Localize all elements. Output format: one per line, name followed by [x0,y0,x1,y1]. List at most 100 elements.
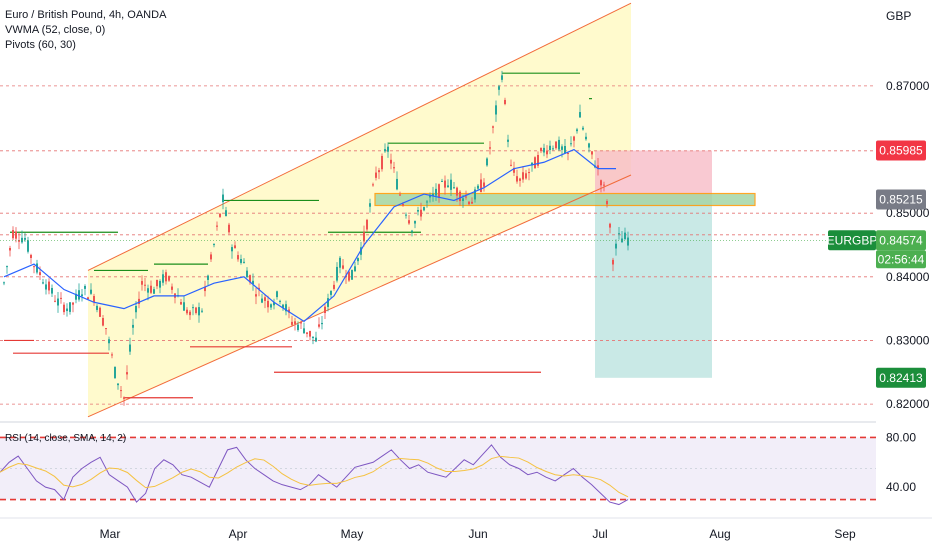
stop-loss-zone [595,150,712,200]
last-price-tag-bg [876,230,926,251]
candle-body [615,243,617,249]
candle-body [123,397,125,399]
candle-body [399,194,401,196]
candle-body [444,180,446,188]
candle-body [207,275,209,280]
last-price-tag: 0.84574 [879,233,923,247]
candle-body [627,237,629,246]
candle-body [624,232,626,240]
candle-body [24,237,26,240]
candle-body [72,302,74,305]
candle-body [618,233,620,235]
candle-body [240,259,242,263]
candle-body [519,178,521,181]
candle-body [336,266,338,281]
candle-body [597,165,599,169]
x-tick-label: Aug [709,527,730,541]
candle-body [489,147,491,149]
candle-body [363,232,365,242]
candle-body [111,354,113,356]
target-price-tag: 0.82413 [879,371,923,385]
axis-currency: GBP [886,9,911,23]
candle-body [564,146,566,154]
candle-body [603,184,605,186]
channel-fill [88,3,631,417]
candle-body [456,187,458,196]
take-profit-zone [595,199,712,378]
candle-body [216,225,218,227]
candle-body [330,290,332,295]
candle-body [384,149,386,152]
rsi-legend: RSI (14, close, SMA, 14, 2) [5,433,127,444]
candle-body [465,196,467,198]
candle-body [156,279,158,287]
candle-body [162,274,164,283]
candle-body [108,339,110,344]
candle-body [468,201,470,205]
candle-body [474,189,476,200]
candle-body [234,245,236,249]
candle-body [396,178,398,190]
candle-body [165,272,167,282]
countdown-tag-bg [876,250,926,269]
symbol-title: Euro / British Pound, 4h, OANDA [5,9,167,21]
candle-body [357,258,359,262]
candle-body [303,328,305,334]
y-tick-label: 0.85000 [886,206,930,220]
candle-body [276,291,278,298]
candle-body [459,191,461,202]
candle-body [279,300,281,302]
candle-body [438,184,440,198]
candle-body [150,285,152,293]
candle-body [9,247,11,251]
rsi-signal-line [0,455,629,498]
candle-body [471,201,473,204]
y-tick-label: 0.87000 [886,79,930,93]
candle-body [435,188,437,196]
candle-body [486,158,488,166]
symbol-tag-bg [828,230,876,251]
candle-body [21,237,23,243]
candle-body [588,143,590,148]
candle-body [141,281,143,285]
candle-body [480,179,482,192]
candle-body [567,152,569,154]
candle-body [558,139,560,150]
rsi-line [0,444,629,506]
candle-body [87,297,89,300]
candle-body [498,86,500,90]
candle-body [261,298,263,303]
candle-body [462,198,464,202]
x-tick-label: Apr [229,527,248,541]
candle-body [411,230,413,232]
x-tick-label: Mar [100,527,121,541]
candle-body [579,112,581,118]
candle-body [522,172,524,180]
candle-body [264,297,266,301]
candle-body [237,255,239,260]
candle-body [90,289,92,294]
candle-body [288,309,290,313]
candle-body [342,265,344,269]
candle-body [249,275,251,283]
candle-body [576,129,578,132]
candle-body [492,126,494,128]
candle-body [63,304,65,313]
candle-body [126,372,128,375]
candle-body [612,259,614,265]
candle-body [282,304,284,308]
candle-body [393,167,395,169]
candle-body [402,204,404,206]
candle-body [405,214,407,216]
stop-price-tag-bg [876,140,926,161]
candle-body [54,300,56,302]
candle-body [324,306,326,314]
candle-body [477,185,479,189]
candle-body [201,310,203,312]
candle-body [168,276,170,281]
candle-body [450,179,452,190]
candle-body [219,213,221,217]
candle-body [18,239,20,242]
rsi-tick-label: 80.00 [886,430,916,444]
